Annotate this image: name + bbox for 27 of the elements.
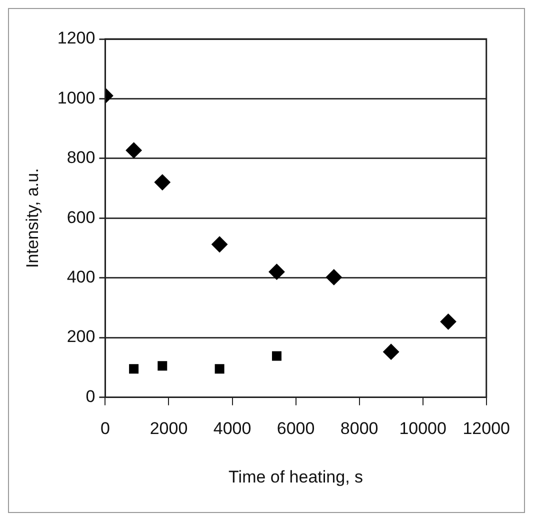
point (272, 351, 282, 361)
x-axis-title: Time of heating, s (228, 467, 364, 486)
y-tick-label: 600 (66, 208, 96, 227)
x-tick-label: 8000 (340, 419, 378, 438)
x-tick-label: 10000 (399, 419, 446, 438)
x-tick-label: 0 (100, 419, 110, 438)
y-tick-label: 0 (86, 386, 96, 406)
point (440, 314, 456, 330)
y-tick-label: 1000 (57, 88, 96, 108)
y-tick-label: 800 (66, 148, 96, 168)
point (126, 142, 142, 158)
point (214, 364, 224, 374)
point (383, 344, 400, 360)
y-axis-title: Intensity, a.u. (22, 168, 42, 268)
point (129, 364, 139, 374)
point (158, 361, 168, 371)
x-tick-label: 12000 (462, 419, 510, 438)
x-tick-label: 2000 (150, 419, 188, 438)
y-tick-label: 1200 (57, 28, 96, 48)
point (326, 269, 342, 286)
x-tick-label: 4000 (213, 419, 252, 438)
y-tick-label: 400 (66, 267, 96, 286)
y-tick-label: 200 (66, 327, 96, 346)
point (268, 264, 285, 280)
point (212, 236, 228, 252)
x-tick-label: 6000 (276, 419, 315, 438)
point (154, 174, 170, 190)
